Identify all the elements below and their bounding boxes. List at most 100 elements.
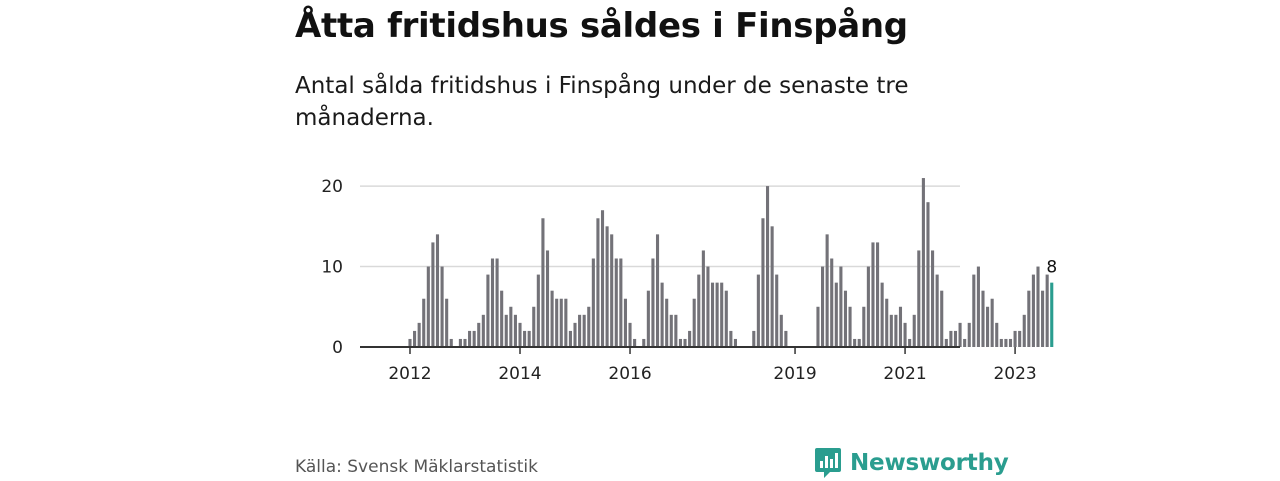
bar (431, 242, 435, 347)
x-tick-label: 2016 (608, 364, 651, 384)
x-tick-label: 2019 (773, 364, 816, 384)
newsworthy-logo[interactable]: Newsworthy (814, 445, 1009, 481)
bar (830, 258, 834, 347)
bar (986, 306, 990, 347)
bar (422, 298, 426, 347)
y-tick-label: 20 (321, 177, 343, 197)
bar (578, 314, 582, 347)
bar (596, 218, 600, 347)
bar (610, 234, 614, 347)
bar (536, 274, 540, 347)
bars (408, 178, 1054, 347)
bar (495, 258, 499, 347)
bar (426, 266, 430, 347)
bar (440, 266, 444, 347)
bar (715, 282, 719, 347)
bar (619, 258, 623, 347)
bar (445, 298, 449, 347)
bar (843, 290, 848, 347)
bar-latest (1050, 282, 1054, 347)
bar (697, 274, 701, 347)
bar (752, 330, 756, 347)
bar (821, 266, 825, 347)
bar (876, 242, 880, 347)
bar (463, 338, 467, 347)
bar (564, 298, 568, 347)
bar (509, 306, 513, 347)
bar (417, 322, 421, 347)
bar (1031, 274, 1035, 347)
bar (935, 274, 939, 347)
bar (568, 330, 572, 347)
bar (775, 274, 779, 347)
bar (518, 322, 522, 347)
bar (669, 314, 673, 347)
bar (1041, 290, 1045, 347)
bar (674, 314, 678, 347)
axes: 0 10 20 2012 2014 2016 2019 2021 2023 8 (321, 177, 1057, 384)
bar (1022, 314, 1026, 347)
bar (917, 250, 921, 347)
bar (573, 322, 577, 347)
logo-text: Newsworthy (850, 450, 1009, 476)
bar (761, 218, 765, 347)
bar (633, 338, 637, 347)
bar (981, 290, 985, 347)
bar (853, 338, 857, 347)
page-title: Åtta fritidshus såldes i Finspång (295, 6, 908, 46)
bar (990, 298, 994, 347)
bar (413, 330, 417, 347)
bar (720, 282, 724, 347)
bar (523, 330, 527, 347)
bar (458, 338, 462, 347)
bar (513, 314, 517, 347)
bar (963, 338, 967, 347)
bar (1013, 330, 1017, 347)
bar (967, 322, 971, 347)
bar (1004, 338, 1008, 347)
bar (541, 218, 545, 347)
bar (449, 338, 453, 347)
bar (880, 282, 884, 347)
bar (885, 298, 889, 347)
bar (559, 298, 563, 347)
bar (889, 314, 893, 347)
bar (784, 330, 788, 347)
bar (468, 330, 472, 347)
bar (646, 290, 650, 347)
bar (651, 258, 655, 347)
bar (587, 306, 591, 347)
bar (701, 250, 705, 347)
bar (976, 266, 980, 347)
bar (550, 290, 554, 347)
bar (995, 322, 999, 347)
bar (931, 250, 935, 347)
bar (894, 314, 898, 347)
bar (692, 298, 696, 347)
bar (527, 330, 531, 347)
bar (688, 330, 692, 347)
bar (816, 306, 820, 347)
bar (472, 330, 476, 347)
bar (600, 210, 605, 347)
bar (834, 282, 838, 347)
bar (866, 266, 870, 347)
bar (940, 290, 944, 347)
bar (490, 258, 495, 347)
bar (949, 330, 953, 347)
bar (1018, 330, 1022, 347)
bar (779, 314, 783, 347)
bar (555, 298, 559, 347)
bar (871, 242, 875, 347)
bar (765, 186, 770, 347)
bar (1008, 338, 1013, 347)
bar (628, 322, 632, 347)
bar (486, 274, 490, 347)
bar (756, 274, 760, 347)
bar (665, 298, 669, 347)
bar (724, 290, 728, 347)
y-tick-label: 0 (332, 338, 343, 358)
page-subtitle: Antal sålda fritidshus i Finspång under … (295, 73, 909, 131)
bar (903, 322, 907, 347)
